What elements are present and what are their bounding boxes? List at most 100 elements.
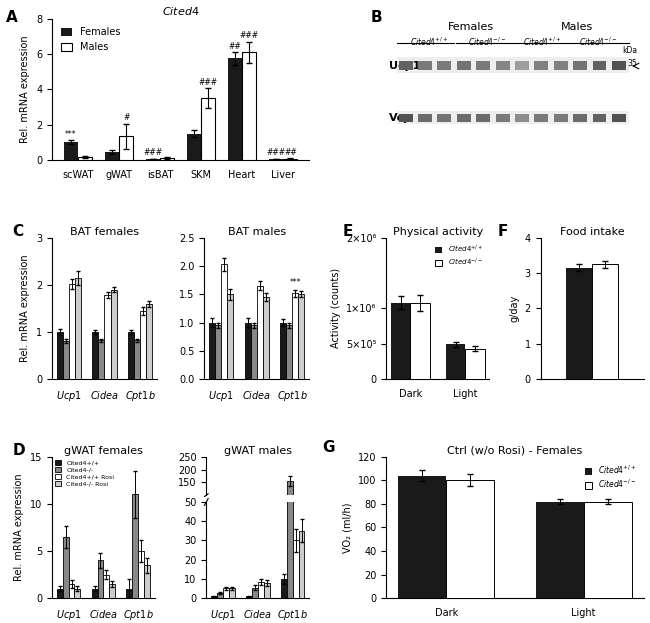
Text: ***: *** [289,278,301,287]
Bar [292,293,298,379]
Title: gWAT females: gWAT females [64,446,143,456]
Bar [229,589,235,598]
Bar [221,264,227,379]
Bar [146,303,152,379]
Bar [287,481,292,521]
Bar [281,518,287,521]
Bar [264,583,270,598]
Legend: Cited4+/+, Cited4-/-, Cited4+/+ Rosi, Cited4-/- Rosi: Cited4+/+, Cited4-/-, Cited4+/+ Rosi, Ci… [55,460,114,487]
Text: ***: *** [65,130,77,139]
Bar [396,110,629,124]
Text: A: A [6,10,18,25]
Bar [144,565,150,598]
Bar [62,537,68,598]
Bar [612,61,626,70]
Bar [446,345,465,379]
Text: ##: ## [284,148,296,156]
Text: C: C [12,224,23,239]
Text: D: D [13,442,25,458]
Bar [105,295,111,379]
Bar [287,300,292,598]
Text: ###: ### [240,31,259,40]
Bar [263,297,269,379]
Bar [217,520,223,521]
Bar [242,52,257,160]
Bar [69,284,75,379]
Bar [111,290,116,379]
Bar [119,136,133,160]
Bar [398,114,413,122]
Bar [515,114,529,122]
Bar [584,502,632,598]
Bar [68,584,75,598]
Bar [109,584,115,598]
Bar [209,323,215,379]
Bar [398,61,413,70]
Text: E: E [343,224,354,239]
Text: B: B [371,10,382,25]
Title: Physical activity: Physical activity [393,227,483,237]
Bar [554,61,567,70]
Bar [292,540,298,598]
Text: #: # [123,113,129,122]
Text: G: G [322,440,335,455]
Bar [215,325,221,379]
Bar [57,332,63,379]
Bar [410,303,430,379]
Bar [251,325,257,379]
Text: $\it{Cited4}$$^{-/-}$: $\it{Cited4}$$^{-/-}$ [579,36,617,48]
Bar [229,520,235,521]
Text: Ucp1: Ucp1 [389,61,420,71]
Bar [534,61,549,70]
Bar [252,520,258,521]
Text: ###: ### [144,148,162,158]
Bar [98,340,105,379]
Bar [57,589,62,598]
Title: Ctrl (w/o Rosi) - Females: Ctrl (w/o Rosi) - Females [447,446,582,456]
Y-axis label: Rel. mRNA expression: Rel. mRNA expression [14,473,24,581]
Bar [283,159,298,160]
Bar [127,589,133,598]
Text: F: F [497,224,508,239]
Y-axis label: Activity (counts): Activity (counts) [331,269,341,348]
Legend: $\it{Cited4}$$^{+/+}$, $\it{Cited4}$$^{-/-}$: $\it{Cited4}$$^{+/+}$, $\it{Cited4}$$^{-… [582,460,640,493]
Bar [258,582,264,598]
Title: Food intake: Food intake [560,227,625,237]
Bar [98,561,103,598]
Bar [457,114,471,122]
Bar [92,589,98,598]
Bar [63,341,69,379]
Bar [286,325,292,379]
Bar [280,323,286,379]
Bar [298,294,304,379]
Bar [268,159,283,160]
Text: ###: ### [266,148,285,158]
Y-axis label: g/day: g/day [509,295,519,322]
Text: Vcp: Vcp [389,113,412,123]
Bar [217,593,223,598]
Text: $\it{Cited4}$$^{+/+}$: $\it{Cited4}$$^{+/+}$ [410,36,448,48]
Legend: $\it{Cited4}$$^{+/+}$, $\it{Cited4}$$^{-/-}$: $\it{Cited4}$$^{+/+}$, $\it{Cited4}$$^{-… [432,241,486,271]
Text: Females: Females [448,22,494,32]
Legend: Females, Males: Females, Males [57,24,125,56]
Bar [75,278,81,379]
Bar [418,61,432,70]
Bar [227,59,242,160]
Bar [201,98,215,160]
Bar [465,349,484,379]
Bar [418,114,432,122]
Bar [246,596,252,598]
Bar [566,268,592,379]
Title: gWAT males: gWAT males [224,446,292,456]
Bar [495,61,510,70]
Bar [612,114,626,122]
Bar [128,332,134,379]
Bar [75,589,81,598]
Bar [593,61,606,70]
Bar [105,152,119,160]
Bar [391,303,410,379]
Y-axis label: Rel. mRNA expression: Rel. mRNA expression [20,36,31,143]
Bar [78,158,92,160]
Bar [554,114,567,122]
Bar [211,596,217,598]
